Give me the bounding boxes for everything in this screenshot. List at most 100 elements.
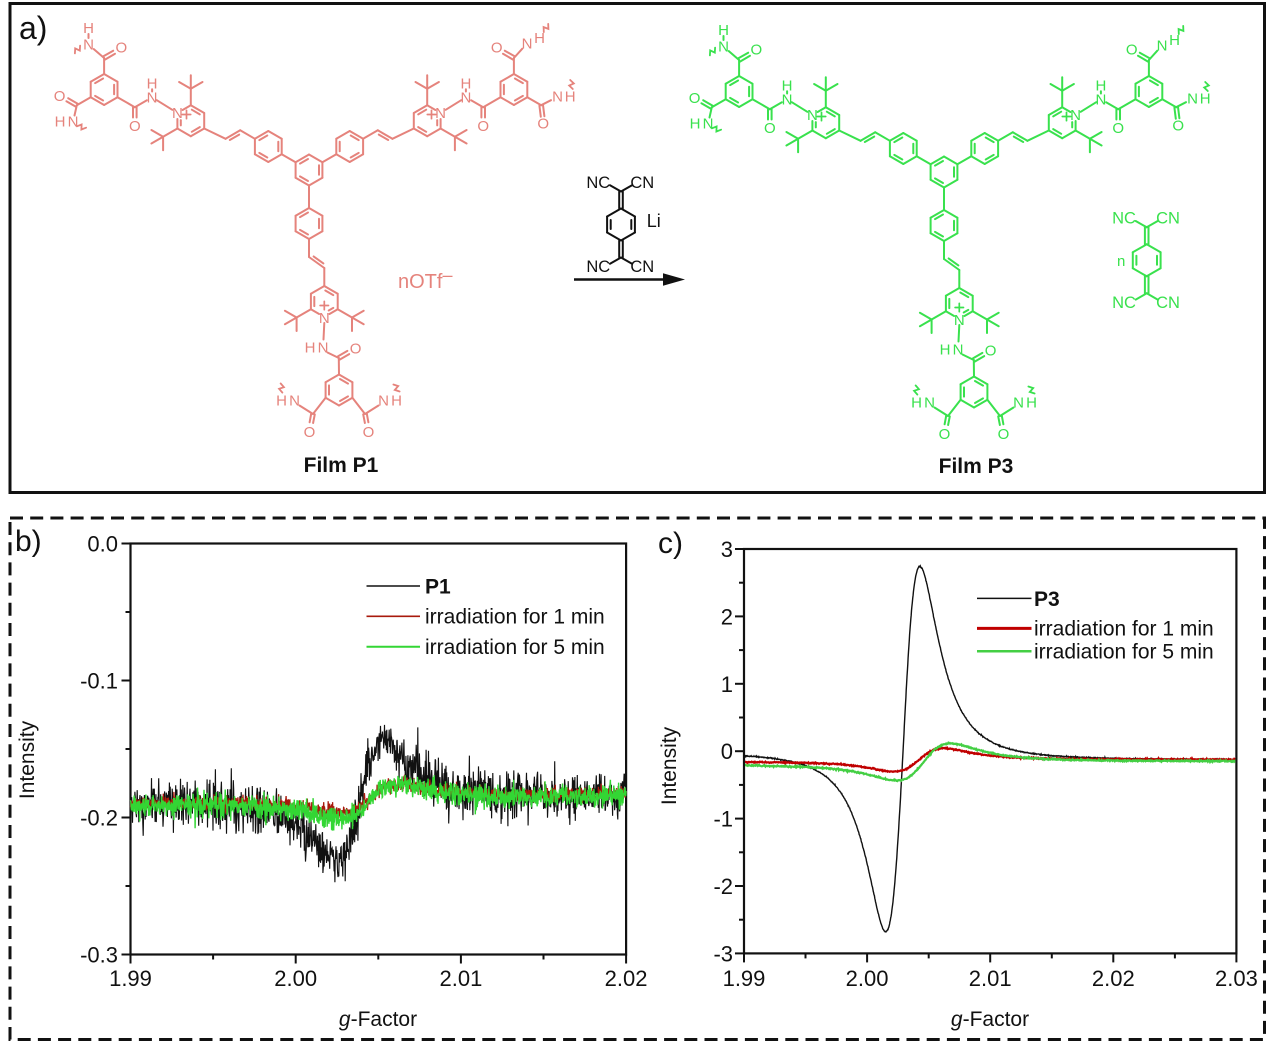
svg-text:N: N — [953, 342, 964, 359]
svg-text:O: O — [491, 40, 503, 57]
svg-text:O: O — [363, 424, 375, 441]
svg-text:Film P1: Film P1 — [304, 454, 379, 477]
svg-text:O: O — [129, 118, 141, 135]
svg-text:NC: NC — [586, 174, 610, 192]
svg-text:2.02: 2.02 — [605, 966, 648, 991]
svg-text:H: H — [460, 76, 471, 93]
svg-text:H: H — [147, 76, 158, 93]
svg-text:N: N — [1095, 92, 1106, 109]
svg-text:N: N — [782, 92, 793, 109]
svg-text:Film P3: Film P3 — [939, 455, 1014, 478]
svg-text:-0.3: -0.3 — [80, 943, 118, 968]
svg-text:NC: NC — [1112, 210, 1136, 228]
svg-text:H: H — [690, 116, 701, 133]
svg-text:N: N — [718, 39, 729, 56]
svg-text:1: 1 — [721, 672, 733, 697]
svg-text:O: O — [304, 424, 316, 441]
svg-text:O: O — [939, 426, 951, 443]
svg-text:N: N — [703, 116, 714, 133]
svg-text:N: N — [552, 89, 563, 106]
svg-text:H: H — [83, 20, 94, 37]
svg-text:H: H — [276, 393, 287, 410]
svg-text:O: O — [985, 342, 997, 359]
svg-text:H: H — [782, 78, 793, 95]
svg-text:NC: NC — [586, 258, 610, 276]
svg-text:O: O — [115, 40, 127, 57]
svg-text:-0.1: -0.1 — [80, 669, 118, 694]
svg-text:N: N — [147, 90, 158, 107]
svg-text:O: O — [1112, 120, 1124, 137]
svg-text:H: H — [55, 114, 66, 131]
svg-text:O: O — [54, 88, 66, 105]
svg-text:H: H — [718, 22, 729, 39]
svg-text:O: O — [350, 340, 362, 357]
svg-text:O: O — [477, 118, 489, 135]
svg-text:NC: NC — [1112, 294, 1136, 312]
svg-text:b): b) — [15, 525, 42, 558]
svg-text:N: N — [954, 312, 965, 329]
svg-text:O: O — [998, 426, 1010, 443]
svg-text:O: O — [689, 90, 701, 107]
svg-text:g-Factor: g-Factor — [339, 1008, 417, 1031]
svg-text:H: H — [1200, 91, 1211, 108]
svg-text:O: O — [764, 120, 776, 137]
svg-text:N: N — [1013, 395, 1024, 412]
svg-text:CN: CN — [1156, 294, 1180, 312]
svg-text:H: H — [534, 30, 545, 47]
svg-text:CN: CN — [630, 258, 654, 276]
svg-text:N: N — [1070, 107, 1081, 124]
svg-text:c): c) — [658, 527, 683, 560]
svg-text:-3: -3 — [713, 941, 733, 966]
svg-text:3: 3 — [721, 537, 733, 562]
svg-text:Intensity: Intensity — [658, 726, 681, 805]
svg-text:H: H — [1026, 395, 1037, 412]
svg-text:2: 2 — [721, 604, 733, 629]
svg-text:2.02: 2.02 — [1092, 966, 1135, 991]
svg-text:a): a) — [19, 10, 47, 46]
svg-text:Li: Li — [647, 211, 661, 231]
svg-text:-0.2: -0.2 — [80, 806, 118, 831]
svg-text:H: H — [565, 89, 576, 106]
svg-text:H: H — [1169, 32, 1180, 49]
svg-text:irradiation for 1 min: irradiation for 1 min — [425, 606, 605, 629]
svg-text:CN: CN — [1156, 210, 1180, 228]
svg-text:N: N — [435, 105, 446, 122]
svg-text:N: N — [522, 36, 533, 53]
svg-text:irradiation for 1 min: irradiation for 1 min — [1034, 618, 1214, 641]
svg-text:N: N — [924, 395, 935, 412]
svg-text:0: 0 — [721, 739, 733, 764]
svg-text:n: n — [1117, 253, 1125, 270]
svg-text:2.03: 2.03 — [1215, 966, 1258, 991]
svg-text:N: N — [289, 393, 300, 410]
svg-text:CN: CN — [630, 174, 654, 192]
svg-text:N: N — [319, 310, 330, 327]
svg-text:2.01: 2.01 — [969, 966, 1012, 991]
svg-text:H: H — [911, 395, 922, 412]
svg-text:N: N — [172, 105, 183, 122]
svg-text:2.01: 2.01 — [439, 966, 482, 991]
svg-text:irradiation for 5 min: irradiation for 5 min — [425, 636, 605, 659]
svg-text:O: O — [1126, 42, 1138, 59]
svg-text:N: N — [1157, 38, 1168, 55]
svg-text:N: N — [83, 37, 94, 54]
svg-text:Intensity: Intensity — [16, 720, 39, 799]
svg-text:g-Factor: g-Factor — [951, 1008, 1029, 1031]
svg-text:P3: P3 — [1034, 588, 1060, 611]
svg-text:0.0: 0.0 — [87, 532, 118, 557]
svg-text:O: O — [1172, 118, 1184, 135]
svg-text:P1: P1 — [425, 576, 451, 599]
svg-text:irradiation for 5 min: irradiation for 5 min — [1034, 641, 1214, 664]
svg-text:O: O — [750, 42, 762, 59]
svg-text:O: O — [537, 116, 549, 133]
svg-text:1.99: 1.99 — [723, 966, 766, 991]
svg-text:H: H — [940, 342, 951, 359]
svg-text:N: N — [378, 393, 389, 410]
svg-text:N: N — [1187, 91, 1198, 108]
svg-text:N: N — [68, 114, 79, 131]
svg-text:-2: -2 — [713, 874, 733, 899]
svg-text:2.00: 2.00 — [274, 966, 317, 991]
svg-text:N: N — [460, 90, 471, 107]
svg-text:N: N — [807, 107, 818, 124]
svg-text:1.99: 1.99 — [109, 966, 152, 991]
svg-text:N: N — [318, 340, 329, 357]
